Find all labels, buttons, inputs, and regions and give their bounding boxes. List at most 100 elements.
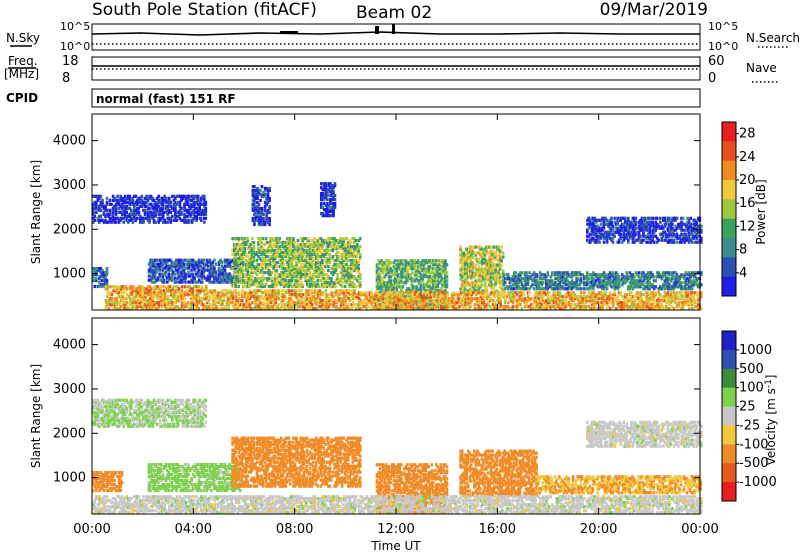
data-cell <box>259 295 262 299</box>
data-cell <box>383 263 386 267</box>
data-cell <box>395 271 399 275</box>
data-cell <box>313 283 316 287</box>
data-cell <box>231 301 235 305</box>
data-cell <box>272 257 275 261</box>
data-cell <box>403 295 406 299</box>
data-cell <box>514 271 518 275</box>
data-cell <box>207 305 211 309</box>
data-cell <box>265 297 268 301</box>
data-cell <box>292 259 295 263</box>
data-cell <box>200 268 204 272</box>
data-cell <box>325 277 329 281</box>
data-cell <box>263 200 267 205</box>
data-cell <box>316 275 320 279</box>
data-cell <box>268 301 271 305</box>
data-cell <box>291 307 294 311</box>
data-cell <box>327 269 330 273</box>
data-cell <box>148 289 152 293</box>
data-cell <box>147 291 150 295</box>
data-cell <box>108 202 112 206</box>
data-cell <box>259 299 262 303</box>
data-cell <box>185 266 189 270</box>
data-cell <box>342 245 345 249</box>
data-cell <box>151 299 155 303</box>
data-cell <box>213 268 216 272</box>
data-cell <box>295 261 298 265</box>
data-cell <box>162 258 166 262</box>
data-cell <box>357 267 361 271</box>
data-cell <box>182 293 185 297</box>
data-cell <box>161 268 164 272</box>
data-cell <box>132 297 135 301</box>
data-cell <box>149 214 153 218</box>
data-cell <box>172 272 175 276</box>
data-cell <box>306 303 309 307</box>
data-cell <box>327 303 331 307</box>
data-cell <box>389 287 392 291</box>
data-cell <box>113 297 117 301</box>
data-cell <box>210 262 213 266</box>
data-cell <box>318 275 321 279</box>
nsearch-lo: 10^0 <box>708 40 738 53</box>
data-cell <box>174 200 177 204</box>
data-cell <box>148 305 152 309</box>
data-cell <box>400 279 403 283</box>
nsky-panel: N.Sky 10^5 10^0 10^5 10^0 N.Search <box>6 20 800 53</box>
data-cell <box>289 263 292 267</box>
data-cell <box>143 210 147 214</box>
data-cell <box>98 206 101 210</box>
data-cell <box>390 283 394 287</box>
data-cell <box>241 295 244 299</box>
data-cell <box>222 274 225 278</box>
data-cell <box>161 280 164 284</box>
data-cell <box>166 216 170 220</box>
data-cell <box>259 301 262 305</box>
data-cell <box>327 204 331 208</box>
data-cell <box>231 276 234 280</box>
data-cell <box>266 220 270 225</box>
data-cell <box>238 265 242 269</box>
data-cell <box>207 278 210 282</box>
data-cell <box>289 297 293 301</box>
data-cell <box>190 194 194 198</box>
data-cell <box>266 255 269 259</box>
data-cell <box>260 241 263 245</box>
data-cell <box>92 216 95 220</box>
data-cell <box>416 275 420 279</box>
data-cell <box>283 243 286 247</box>
data-cell <box>180 285 184 289</box>
data-cell <box>281 279 285 283</box>
data-cell <box>176 297 179 301</box>
data-cell <box>200 303 203 307</box>
data-cell <box>324 194 328 198</box>
data-cell <box>359 253 362 257</box>
data-cell <box>309 297 312 301</box>
data-cell <box>168 285 172 289</box>
data-cell <box>211 272 215 276</box>
data-cell <box>308 245 312 249</box>
data-cell <box>348 273 351 277</box>
data-cell <box>264 283 268 287</box>
data-cell <box>273 243 277 247</box>
data-cell <box>327 214 331 218</box>
data-cell <box>249 249 253 253</box>
data-cell <box>125 206 128 210</box>
data-cell <box>275 305 279 309</box>
data-cell <box>324 279 327 283</box>
data-cell <box>299 267 303 271</box>
data-cell <box>331 273 335 277</box>
data-cell <box>113 216 116 220</box>
data-cell <box>225 295 229 299</box>
data-cell <box>238 257 242 261</box>
data-cell <box>113 220 116 224</box>
data-cell <box>298 301 302 305</box>
data-cell <box>308 275 312 279</box>
data-cell <box>161 214 165 218</box>
data-cell <box>162 266 166 270</box>
data-cell <box>130 212 133 216</box>
data-cell <box>235 243 239 247</box>
data-cell <box>265 186 268 191</box>
data-cell <box>165 220 168 224</box>
data-cell <box>329 182 332 186</box>
data-cell <box>335 291 338 295</box>
